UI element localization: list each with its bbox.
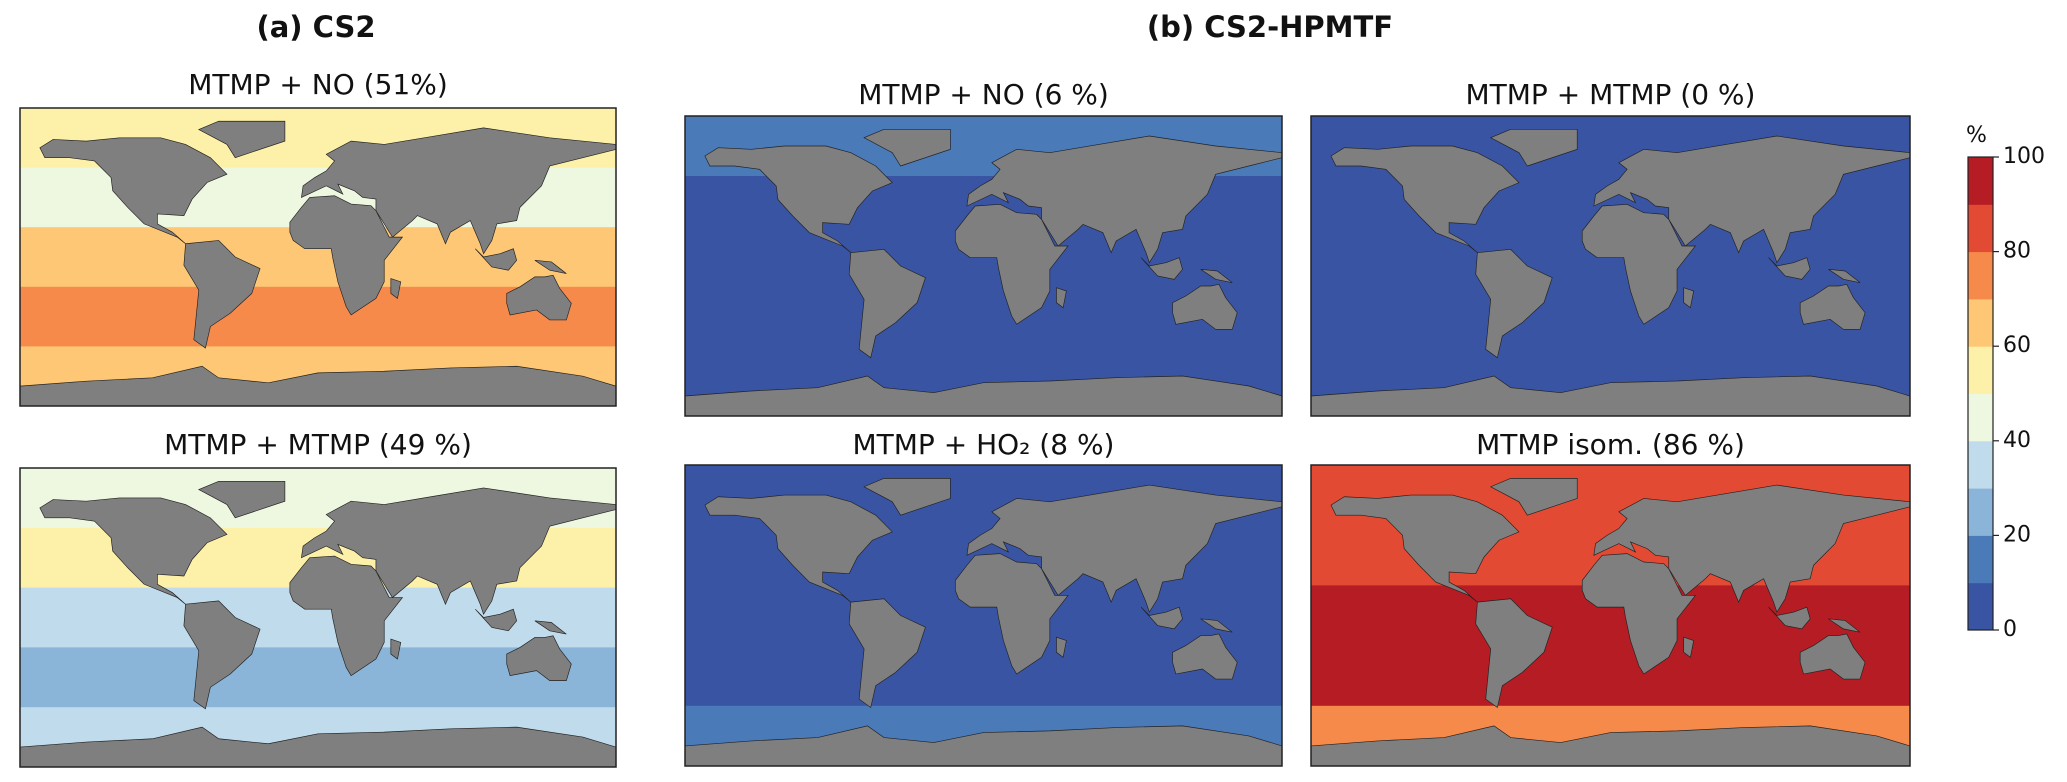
colorbar-segment [1968, 157, 1993, 205]
colorbar-tick-label: 0 [2003, 617, 2017, 642]
colorbar-segment [1968, 393, 1993, 442]
map-panel: MTMP + NO (6 %) [684, 78, 1283, 417]
panel-title: MTMP + HO₂ (8 %) [853, 428, 1115, 461]
group-title: (a) CS2 [256, 10, 375, 44]
panel-title: MTMP + NO (51%) [188, 68, 448, 101]
map-panel: MTMP + MTMP (0 %) [1310, 78, 1911, 417]
panel-title: MTMP + MTMP (0 %) [1466, 78, 1756, 111]
colorbar-label: % [1966, 123, 1987, 148]
colorbar-segment [1968, 488, 1993, 536]
colorbar-tick-label: 100 [2003, 144, 2045, 169]
panel-frame [19, 107, 617, 407]
map-panel: MTMP + NO (51%) [19, 68, 617, 407]
colorbar-tick-label: 80 [2003, 239, 2031, 264]
colorbar-segment [1968, 582, 1993, 631]
colorbar-segment [1968, 440, 1993, 489]
colorbar-tick-label: 60 [2003, 333, 2031, 358]
colorbar-segment [1968, 298, 1993, 347]
panel-frame [1310, 115, 1911, 417]
colorbar-segment [1968, 535, 1993, 584]
colorbar-segment [1968, 204, 1993, 253]
colorbar-tick-label: 20 [2003, 522, 2031, 547]
panel-title: MTMP isom. (86 %) [1476, 428, 1745, 461]
map-panel: MTMP + MTMP (49 %) [19, 428, 617, 768]
panel-title: MTMP + NO (6 %) [858, 78, 1109, 111]
colorbar-segment [1968, 346, 1993, 394]
panel-frame [1310, 464, 1911, 767]
panel-title: MTMP + MTMP (49 %) [164, 428, 472, 461]
colorbar-frame [1967, 156, 1994, 631]
panel-frame [19, 467, 617, 768]
colorbar-segment [1968, 251, 1993, 300]
colorbar-tick-label: 40 [2003, 428, 2031, 453]
group-title: (b) CS2-HPMTF [1147, 10, 1393, 44]
map-panel: MTMP + HO₂ (8 %) [684, 428, 1283, 767]
panel-frame [684, 115, 1283, 417]
map-panel: MTMP isom. (86 %) [1310, 428, 1911, 767]
panel-frame [684, 464, 1283, 767]
